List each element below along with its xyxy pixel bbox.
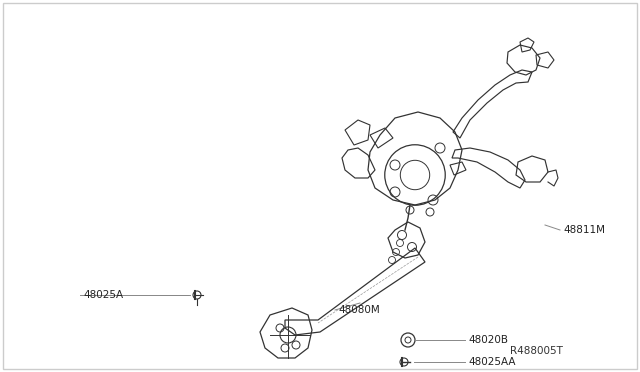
Text: 48025AA: 48025AA xyxy=(468,357,515,367)
Text: 48025A: 48025A xyxy=(83,290,123,300)
Text: 48811M: 48811M xyxy=(563,225,605,235)
Text: 48020B: 48020B xyxy=(468,335,508,345)
Text: 48080M: 48080M xyxy=(338,305,380,315)
Text: R488005T: R488005T xyxy=(510,346,563,356)
